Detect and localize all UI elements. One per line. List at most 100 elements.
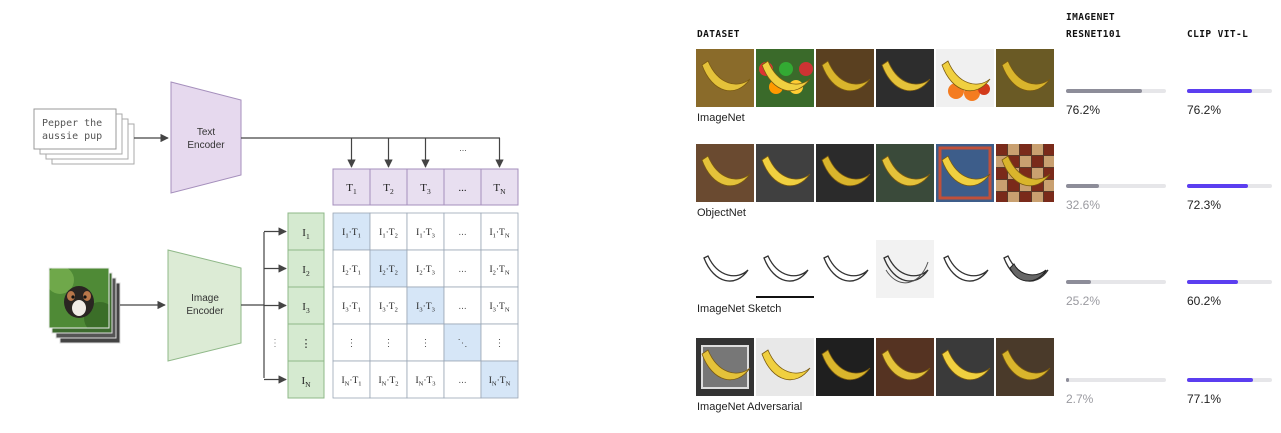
resnet-accuracy: 25.2%: [1066, 294, 1101, 308]
text-encoder-label-2: Encoder: [187, 140, 225, 151]
image-branch-dots: ⋮: [270, 338, 280, 349]
image-encoder-label-2: Encoder: [186, 306, 224, 317]
dataset-name: ImageNet Sketch: [697, 303, 782, 315]
thumbnail-strip: [696, 144, 1054, 202]
matrix-product: I3·T1: [342, 302, 361, 314]
matrix-cell: [332, 212, 371, 251]
kitchen-bananas-photo-icon: [876, 49, 934, 107]
resnet-bar-track: [1066, 184, 1166, 188]
text-token-3: T3: [420, 182, 431, 196]
matrix-ellipsis: ⋮: [384, 338, 394, 349]
dataset-name: ImageNet Adversarial: [697, 401, 803, 413]
matrix-cell: [443, 249, 482, 288]
matrix-product: I3·T2: [379, 302, 398, 314]
image-token-column: I1 I2 I3 ⋮ IN: [287, 212, 325, 399]
text-token-1: T1: [346, 182, 357, 196]
matrix-cell: [443, 212, 482, 251]
matrix-cell: [480, 360, 519, 399]
matrix-product: IN·TN: [489, 376, 511, 388]
dataset-row: ObjectNet 32.6% 72.3%: [690, 144, 1281, 239]
banana-bowl-photo-icon: [876, 338, 934, 396]
resnet-bar-fill: [1066, 378, 1069, 382]
text-input-line-2: aussie pup: [42, 131, 102, 142]
image-encoder-label-1: Image: [191, 293, 219, 304]
matrix-product: I1·T1: [342, 228, 361, 240]
clip-accuracy: 60.2%: [1187, 294, 1222, 308]
banana-closeup-photo-icon: [816, 49, 874, 107]
resnet-bar-track: [1066, 89, 1166, 93]
matrix-cell: [406, 360, 445, 399]
matrix-ellipsis: ...: [458, 375, 466, 386]
clip-accuracy: 76.2%: [1187, 103, 1222, 117]
clip-bar-track: [1187, 184, 1272, 188]
matrix-product: I1·TN: [489, 228, 509, 240]
matrix-cell: [443, 286, 482, 325]
resnet-accuracy: 76.2%: [1066, 103, 1101, 117]
matrix-product: I3·T3: [416, 302, 435, 314]
matrix-cell: [332, 323, 371, 362]
banana-bunch-sketch-icon: [996, 240, 1054, 298]
clip-bar-track: [1187, 280, 1272, 284]
thumbnail-strip: [696, 49, 1054, 107]
matrix-product: IN·T1: [341, 376, 361, 388]
matrix-product: I1·T2: [379, 228, 398, 240]
text-token-2: T2: [383, 182, 394, 196]
banana-rug-photo-icon: [876, 144, 934, 202]
matrix-cell: [369, 212, 408, 251]
banana-bunch-photo-icon: [696, 49, 754, 107]
matrix-ellipsis: ⋱: [458, 338, 468, 349]
text-token-row: T1 T2 T3... TN: [332, 168, 519, 206]
matrix-cell: [332, 286, 371, 325]
dataset-row: ImageNet Adversarial 2.7% 77.1%: [690, 338, 1281, 433]
banana-plate-photo-icon: [756, 338, 814, 396]
image-token-5: IN: [301, 375, 311, 389]
text-token-4: ...: [458, 182, 467, 194]
text-encoder: Text Encoder: [170, 81, 242, 194]
banana-dark-photo-icon: [816, 338, 874, 396]
clip-bar-fill: [1187, 378, 1253, 382]
matrix-product: IN·T2: [378, 376, 398, 388]
banana-room-photo-icon: [996, 338, 1054, 396]
image-token-3: I3: [302, 301, 310, 315]
banana-oranges-photo-icon: [936, 49, 994, 107]
image-input-stack: [48, 267, 121, 344]
resnet-bar-fill: [1066, 89, 1143, 93]
banana-hand-photo-icon: [756, 144, 814, 202]
resnet-accuracy: 2.7%: [1066, 392, 1094, 406]
clip-bar-fill: [1187, 184, 1249, 188]
resnet-bar-track: [1066, 280, 1166, 284]
matrix-product: I2·T2: [379, 265, 398, 277]
matrix-cell: [480, 323, 519, 362]
banana-peeled-sketch-icon: [936, 240, 994, 298]
resnet-accuracy: 32.6%: [1066, 198, 1101, 212]
dataset-name: ObjectNet: [697, 207, 746, 219]
clip-bar-track: [1187, 89, 1272, 93]
image-token-4: ⋮: [301, 338, 312, 350]
matrix-ellipsis: ...: [458, 264, 466, 275]
similarity-matrix: I1·T1 I1·T2 I1·T3... I1·TN I2·T1 I2·T2 I2·T3..…: [332, 212, 519, 399]
image-token-1: I1: [302, 227, 310, 241]
banana-pile-photo-icon: [996, 49, 1054, 107]
text-encoder-label-1: Text: [197, 127, 216, 138]
image-encoder: Image Encoder: [167, 249, 242, 362]
clip-accuracy: 72.3%: [1187, 198, 1222, 212]
clip-bar-track: [1187, 378, 1272, 382]
text-input-line-1: Pepper the: [42, 118, 102, 129]
matrix-cell: [443, 360, 482, 399]
matrix-product: I2·T3: [416, 265, 435, 277]
clip-bar-fill: [1187, 89, 1252, 93]
banana-hanging-photo-icon: [696, 144, 754, 202]
matrix-cell: [406, 212, 445, 251]
text-token-arrows: [347, 138, 504, 168]
matrix-product: I2·TN: [489, 265, 509, 277]
matrix-cell: [443, 323, 482, 362]
dataset-row: ImageNet Sketch 25.2% 60.2%: [690, 240, 1281, 335]
dog-photo-icon: [49, 268, 109, 328]
banana-carpet-photo-icon: [936, 144, 994, 202]
thumbnail-strip: [696, 338, 1054, 396]
matrix-ellipsis: ...: [458, 301, 466, 312]
header-resnet-line-2: RESNET101: [1066, 29, 1122, 40]
matrix-product: I1·T3: [416, 228, 435, 240]
image-token-2: I2: [302, 264, 310, 278]
header-clip: CLIP VIT-L: [1187, 29, 1249, 40]
